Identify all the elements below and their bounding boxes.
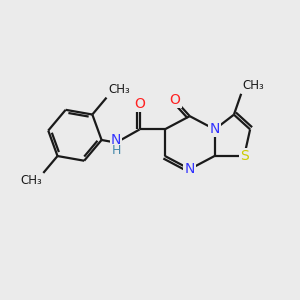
Text: CH₃: CH₃ xyxy=(243,79,264,92)
Text: CH₃: CH₃ xyxy=(108,83,130,96)
Text: N: N xyxy=(111,133,121,147)
Text: O: O xyxy=(169,93,181,107)
Text: N: N xyxy=(184,162,195,176)
Text: CH₃: CH₃ xyxy=(20,174,42,188)
Text: S: S xyxy=(240,149,249,163)
Text: H: H xyxy=(112,144,121,158)
Text: N: N xyxy=(210,122,220,136)
Text: O: O xyxy=(134,98,145,111)
